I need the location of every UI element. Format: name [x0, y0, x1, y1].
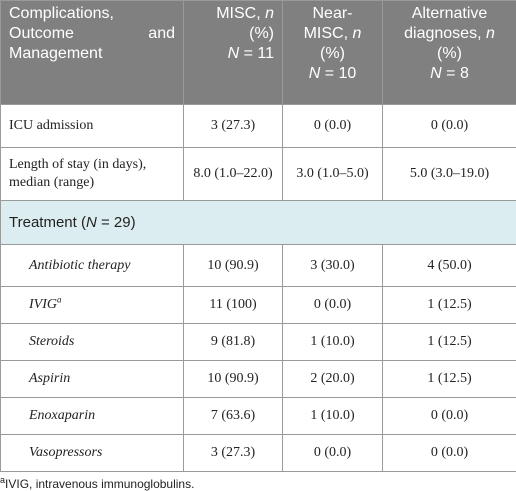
text-segment: IVIG, intravenous immunoglobulins. [5, 477, 194, 491]
text-segment: N [430, 65, 442, 82]
header-line: MISC, n [291, 24, 374, 44]
table-cell: 7 (63.6) [184, 398, 283, 435]
data-table: Complications, Outcome and Management MISC,… [0, 0, 516, 472]
table-row: Length of stay (in days), median (range)… [1, 148, 516, 201]
table-cell: ICU admission [1, 105, 184, 148]
text-segment: IVIG [29, 297, 57, 312]
text-segment: = 29) [97, 214, 136, 231]
header-line: Near- [291, 4, 374, 24]
table-cell: 5.0 (3.0–19.0) [383, 148, 516, 201]
text-segment: Alternative [412, 5, 488, 22]
text-segment: Aspirin [29, 371, 70, 386]
text-segment: Vasopressors [29, 445, 102, 460]
table-cell: 0 (0.0) [383, 105, 516, 148]
header-cell: MISC, n (%)N = 11 [184, 1, 283, 105]
table-cell: 0 (0.0) [283, 435, 383, 472]
text-segment: = 10 [320, 65, 356, 82]
table-cell: 2 (20.0) [283, 361, 383, 398]
text-segment: n [265, 5, 274, 22]
text-segment: Steroids [29, 334, 74, 349]
table-cell: 0 (0.0) [383, 398, 516, 435]
text-segment: (%) [320, 45, 345, 62]
text-segment: Treatment ( [9, 214, 86, 231]
table-cell: 0 (0.0) [283, 105, 383, 148]
table-cell: Aspirin [1, 361, 184, 398]
table-cell: IVIGa [1, 287, 184, 324]
table-cell: 3 (27.3) [184, 105, 283, 148]
table-cell: 10 (90.9) [184, 245, 283, 287]
text-segment: (%) [249, 25, 274, 42]
text-segment: Near- [312, 5, 352, 22]
header-cell: Complications, Outcome and Management [1, 1, 184, 105]
header-line: Complications, [9, 4, 175, 24]
treatment-row: Aspirin 10 (90.9)2 (20.0)1 (12.5) [1, 361, 516, 398]
text-segment: diagnoses, [404, 25, 486, 42]
section-cell: Treatment (N = 29) [1, 201, 516, 245]
text-segment: (%) [437, 45, 462, 62]
text-segment: = 11 [239, 45, 274, 62]
table-cell: Steroids [1, 324, 184, 361]
table-cell: 1 (12.5) [383, 287, 516, 324]
text-segment: N [309, 65, 321, 82]
header-line: Outcome and [9, 24, 175, 44]
text-segment: MISC, [304, 25, 353, 42]
text-segment: Management [9, 45, 102, 62]
table-cell: 8.0 (1.0–22.0) [184, 148, 283, 201]
header-row: Complications, Outcome and Management MISC,… [1, 1, 516, 105]
header-line: MISC, n (%) [192, 4, 274, 44]
table-cell: 1 (12.5) [383, 324, 516, 361]
header-line: N = 11 [192, 44, 274, 64]
table-cell: 3.0 (1.0–5.0) [283, 148, 383, 201]
text-segment: n [486, 25, 495, 42]
table-cell: 3 (30.0) [283, 245, 383, 287]
header-line: Management [9, 44, 175, 64]
header-cell: Near-MISC, n(%)N = 10 [283, 1, 383, 105]
text-segment: N [86, 214, 97, 231]
table-cell: 1 (12.5) [383, 361, 516, 398]
text-segment: Antibiotic therapy [29, 258, 130, 273]
table-cell: 3 (27.3) [184, 435, 283, 472]
header-line: (%) [391, 44, 508, 64]
text-segment: a [57, 294, 62, 304]
text-segment: Enoxaparin [29, 408, 95, 423]
table-cell: 0 (0.0) [383, 435, 516, 472]
text-segment: = 8 [442, 65, 469, 82]
table-cell: Antibiotic therapy [1, 245, 184, 287]
header-line: N = 8 [391, 64, 508, 84]
table-cell: 9 (81.8) [184, 324, 283, 361]
text-segment: MISC, [216, 5, 265, 22]
section-row: Treatment (N = 29) [1, 201, 516, 245]
table-cell: 0 (0.0) [283, 287, 383, 324]
table-cell: 11 (100) [184, 287, 283, 324]
table-cell: Vasopressors [1, 435, 184, 472]
header-line: (%) [291, 44, 374, 64]
table-cell: 1 (10.0) [283, 324, 383, 361]
header-line: N = 10 [291, 64, 374, 84]
treatment-row: Antibiotic therapy 10 (90.9)3 (30.0)4 (50… [1, 245, 516, 287]
text-segment: N [228, 45, 240, 62]
treatment-row: Enoxaparin 7 (63.6)1 (10.0)0 (0.0) [1, 398, 516, 435]
footnote: aIVIG, intravenous immunoglobulins. [0, 472, 516, 491]
table-cell: 10 (90.9) [184, 361, 283, 398]
treatment-row: Steroids 9 (81.8)1 (10.0)1 (12.5) [1, 324, 516, 361]
header-line: diagnoses, n [391, 24, 508, 44]
table-cell: Length of stay (in days), median (range) [1, 148, 184, 201]
header-line: Alternative [391, 4, 508, 24]
table-cell: 1 (10.0) [283, 398, 383, 435]
table-cell: 4 (50.0) [383, 245, 516, 287]
table-cell: Enoxaparin [1, 398, 184, 435]
text-segment: Complications, [9, 5, 114, 22]
text-segment: Outcome and [9, 25, 175, 42]
text-segment: n [352, 25, 361, 42]
